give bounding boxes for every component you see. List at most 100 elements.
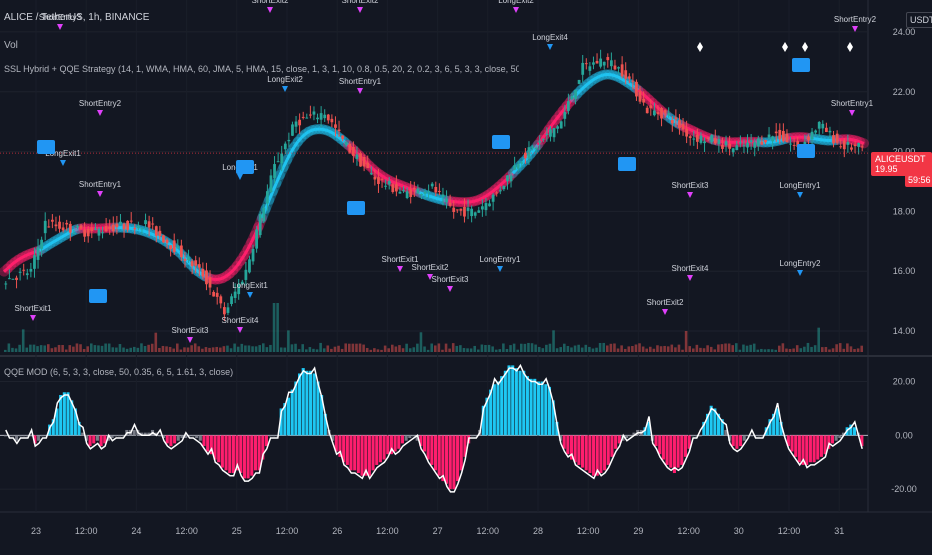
candle-body [234,292,237,298]
volume-bar [248,345,251,352]
candle-body [338,130,341,132]
candle-body [76,226,79,227]
volume-bar [803,347,806,352]
signal-arrow [187,337,193,343]
candle-body [732,148,735,152]
volume-bar [323,348,326,352]
qqe-bar [4,435,7,436]
volume-bar [287,330,290,352]
candle-body [818,122,821,129]
strategy-legend[interactable]: SSL Hybrid + QQE Strategy (14, 1, WMA, H… [4,64,519,74]
volume-bar [413,347,416,352]
volume-bar [667,346,670,352]
qqe-bar [423,435,426,451]
volume-bar [585,345,588,352]
volume-bar [592,349,595,352]
candle-body [510,176,513,182]
volume-bar [352,344,355,352]
time-tick-label: 31 [834,526,844,536]
qqe-legend[interactable]: QQE MOD (6, 5, 3, 3, close, 50, 0.35, 6,… [4,367,233,377]
volume-bar [470,348,473,352]
candle-body [854,145,857,147]
qqe-bar [372,435,375,470]
qqe-bar [89,435,92,446]
volume-bar [104,344,107,352]
qqe-bar [430,435,433,465]
volume-bar [645,349,648,352]
volume-bar [26,348,29,352]
volume-bar [810,347,813,352]
candle-body [29,269,32,272]
volume-bar [158,348,161,352]
candle-body [628,76,631,78]
qqe-bar [585,435,588,470]
candle-body [330,119,333,122]
signal-label: LongExit4 [532,33,568,42]
volume-bar [516,350,519,352]
candle-body [345,142,348,145]
candle-body [470,209,473,216]
candle-body [782,131,785,141]
signal-arrow [849,110,855,116]
volume-bar [710,347,713,352]
candle-body [735,145,738,150]
volume-bar [94,345,97,352]
volume-bar [613,343,616,352]
volume-bar [807,343,810,352]
volume-bar [839,343,842,352]
qqe-bar [592,435,595,475]
candle-body [707,138,710,139]
qqe-bar [243,435,246,478]
qqe-bar [114,435,117,436]
qqe-bar [158,435,161,436]
volume-bar [101,346,104,352]
candle-body [62,227,65,230]
candle-body [262,208,265,222]
candle-body [459,209,462,211]
qqe-bar [655,435,658,446]
candle-body [857,143,860,147]
qqe-bar [511,365,514,435]
volume-bar [165,346,168,352]
candle-body [255,229,258,248]
volume-bar [534,345,537,352]
currency-badge[interactable]: USDT [906,12,932,28]
candle-body [151,224,154,225]
qqe-bar [820,435,823,457]
countdown-tag: 59:56 [905,173,932,187]
qqe-bar [177,435,180,440]
qqe-bar [794,435,797,457]
qqe-bar [603,435,606,470]
current-price-value: 19.95 [875,164,898,174]
qqe-bar [500,376,503,435]
candle-body [520,162,523,163]
symbol-title[interactable]: ALICE / TetherUS, 1h, BINANCE [4,12,149,23]
volume-bar [635,345,638,352]
candle-body [753,142,756,148]
qqe-bar [522,371,525,436]
candle-body [578,80,581,84]
candle-body [352,147,355,156]
candle-body [571,96,574,99]
candle-body [47,226,50,227]
volume-bar [631,346,634,352]
qqe-bar [460,435,463,470]
volume-bar [115,348,118,352]
candle-body [391,184,394,192]
candle-body [69,224,72,233]
volume-bar [481,345,484,352]
candle-body [728,144,731,149]
qqe-bar [798,435,801,462]
candle-body [15,278,18,280]
qqe-bar [232,435,235,473]
volume-bar [477,350,480,352]
candle-body [624,70,627,78]
qqe-bar [349,435,352,470]
candle-body [406,191,409,198]
candle-body [685,129,688,137]
volume-bar [570,347,573,352]
candle-body [309,115,312,116]
candle-body [703,141,706,143]
candle-body [836,134,839,143]
volume-bar [97,345,100,352]
